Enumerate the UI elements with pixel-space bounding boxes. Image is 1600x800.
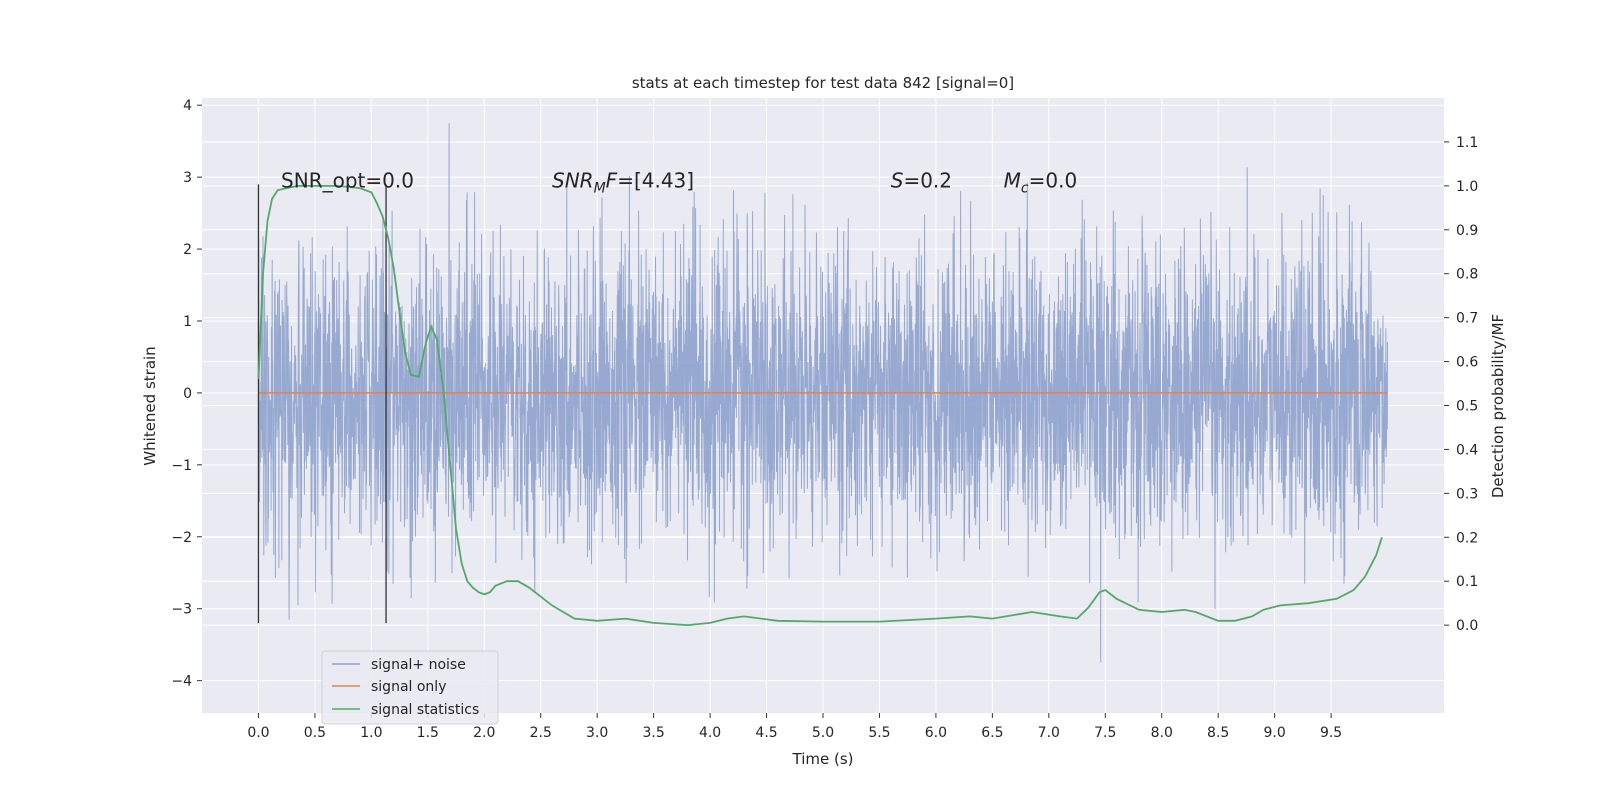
x-tick-label: 8.0 [1151,725,1173,741]
y2-tick-label: 0.7 [1456,311,1478,327]
y2-tick-label: 1.0 [1456,179,1478,195]
legend-frame [321,650,499,725]
x-tick-label: 0.0 [247,725,269,741]
x-tick-label: 0.5 [304,725,326,741]
chart-title: stats at each timestep for test data 842… [632,74,1014,92]
y2-tick-label: 0.2 [1456,530,1478,546]
legend-label-stats: signal statistics [371,702,479,718]
y-tick-label: 0 [183,386,192,402]
y2-tick-label: 0.0 [1456,618,1478,634]
x-tick-label: 7.0 [1038,725,1060,741]
y-tick-label: 1 [183,314,192,330]
y2-tick-label: 0.6 [1456,355,1478,371]
x-axis-ticks: 0.0 0.5 1.0 1.5 2.0 2.5 3.0 3.5 4.0 4.5 5.0 5.5 6.0 6… [247,713,1342,741]
annotations: SNR_opt=0.0 SNRMF=[4.43] S=0.2 Mc=0.0 [281,169,1077,197]
vertical-markers [257,184,387,624]
y2-axis-label: Detection probability/MF [1489,314,1507,498]
y2-tick-label: 0.5 [1456,399,1478,415]
x-tick-label: 3.0 [586,725,608,741]
y2-tick-label: 0.1 [1456,574,1478,590]
x-tick-label: 6.5 [981,725,1003,741]
y2-tick-label: 0.4 [1456,442,1478,458]
x-tick-label: 1.0 [360,725,382,741]
y-axis-ticks: 4 3 2 1 0 −1 −2 −3 −4 [171,98,202,690]
x-tick-label: 4.5 [755,725,777,741]
x-tick-label: 8.5 [1207,725,1229,741]
y-tick-label: −1 [171,458,192,474]
x-tick-label: 9.0 [1264,725,1286,741]
y-tick-label: 3 [183,170,192,186]
y-tick-label: 2 [183,242,192,258]
y-tick-label: −3 [171,602,192,618]
signal-plus-noise-series [258,123,1388,663]
noise-trace [258,123,1388,663]
legend: signal+ noise signal only signal statist… [321,650,499,725]
x-tick-label: 7.5 [1094,725,1116,741]
signal-statistics-line [257,184,1383,627]
annotation-text: SNR_opt=0.0 [281,169,414,193]
signal-statistics-series [257,184,1383,627]
x-tick-label: 5.0 [812,725,834,741]
x-tick-label: 5.5 [868,725,890,741]
x-tick-label: 2.5 [530,725,552,741]
x-tick-label: 2.0 [473,725,495,741]
x-axis-label: Time (s) [792,750,854,768]
y2-tick-label: 0.8 [1456,267,1478,283]
y-tick-label: 4 [183,98,192,114]
y-tick-label: −2 [171,530,192,546]
legend-label-noise: signal+ noise [371,657,466,673]
y-axis-label: Whitened strain [141,346,159,465]
annotation-text: Mc=0.0 [1004,169,1078,197]
y-tick-label: −4 [171,674,192,690]
annotation-text: SNRMF=[4.43] [552,169,694,197]
y2-tick-label: 0.3 [1456,486,1478,502]
x-tick-label: 6.0 [925,725,947,741]
annotation-text: S=0.2 [891,169,952,193]
y2-axis-ticks: 1.1 1.0 0.9 0.8 0.7 0.6 0.5 0.4 0.3 0.2 0.1 0.0 [1444,135,1478,634]
y2-tick-label: 1.1 [1456,135,1478,151]
y2-tick-label: 0.9 [1456,223,1478,239]
x-tick-label: 9.5 [1320,725,1342,741]
x-tick-label: 1.5 [417,725,439,741]
x-tick-label: 4.0 [699,725,721,741]
x-tick-label: 3.5 [643,725,665,741]
legend-label-signal: signal only [371,679,446,695]
